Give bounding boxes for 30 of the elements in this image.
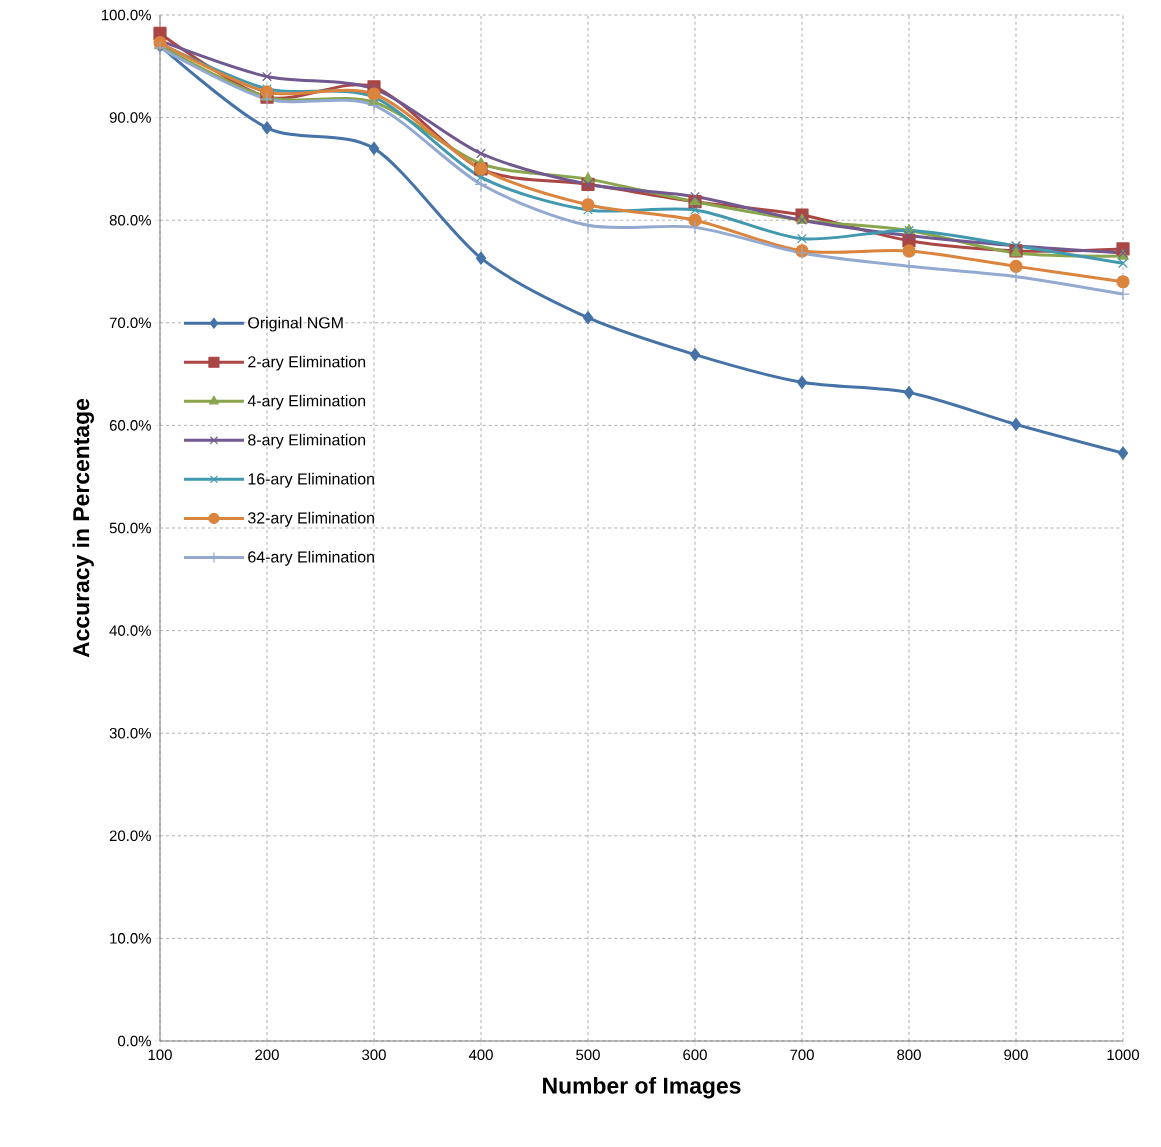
y-tick-label: 50.0% <box>109 522 151 534</box>
x-tick-label: 1000 <box>1107 1049 1140 1061</box>
y-tick-label: 60.0% <box>109 420 151 431</box>
y-tick-label: 100.0% <box>101 9 151 21</box>
y-axis-title: Accuracy in Percentage <box>72 398 94 658</box>
legend-label: Original NGM <box>248 316 343 332</box>
x-tick-label: 900 <box>1004 1049 1028 1061</box>
y-tick-label: 70.0% <box>109 317 151 329</box>
y-tick-label: 40.0% <box>109 625 151 636</box>
x-axis-title: Number of Images <box>543 1076 741 1099</box>
x-tick-label: 700 <box>790 1049 814 1061</box>
x-tick-label: 300 <box>362 1049 386 1061</box>
legend-label: 16-ary Elimination <box>248 472 374 488</box>
x-tick-label: 600 <box>683 1049 707 1061</box>
y-tick-label: 10.0% <box>110 933 151 944</box>
legend-label: 32-ary Elimination <box>248 511 374 527</box>
y-tick-label: 80.0% <box>109 214 151 226</box>
legend-label: 2-ary Elimination <box>248 355 366 371</box>
x-tick-label: 400 <box>468 1049 493 1061</box>
x-tick-label: 100 <box>148 1049 172 1061</box>
y-tick-label: 30.0% <box>109 727 151 739</box>
legend-label: 8-ary Elimination <box>248 433 366 449</box>
legend-label: 4-ary Elimination <box>247 394 366 410</box>
y-tick-label: 90.0% <box>109 112 151 123</box>
y-tick-label: 0.0% <box>117 1035 151 1047</box>
x-tick-label: 200 <box>255 1049 279 1061</box>
legend-label: 64-ary Elimination <box>248 550 374 566</box>
x-tick-label: 500 <box>576 1049 600 1061</box>
y-tick-label: 20.0% <box>109 830 151 842</box>
x-tick-label: 800 <box>897 1049 921 1061</box>
